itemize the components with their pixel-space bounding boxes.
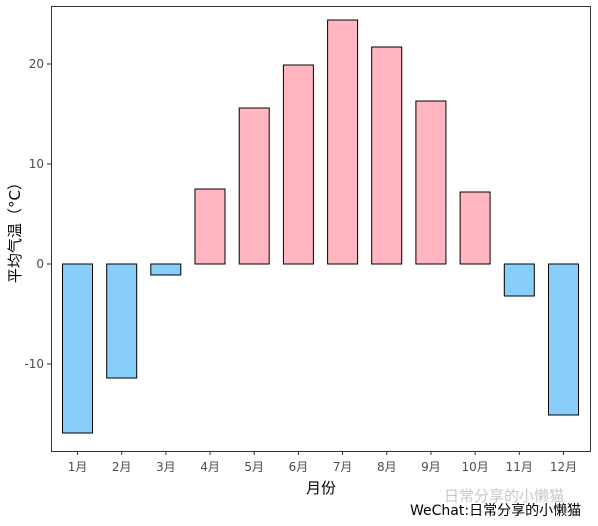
bar-11月	[503, 263, 535, 297]
bar-1月	[62, 263, 93, 434]
x-tick-label: 9月	[421, 460, 441, 474]
x-tick-label: 2月	[112, 460, 132, 474]
x-axis-ticks: 1月 2月 3月 4月 5月 6月 7月 8月 9月 10月 11月 12月	[68, 451, 577, 474]
bar-5月	[238, 107, 270, 265]
bar-3月	[150, 263, 182, 276]
bar-7月	[327, 19, 359, 265]
x-tick-label: 3月	[156, 460, 176, 474]
bar-9月	[415, 100, 447, 265]
x-axis-title: 月份	[306, 479, 336, 497]
y-tick-label: -10	[24, 357, 44, 371]
x-tick-label: 4月	[200, 460, 220, 474]
bar-2月	[106, 263, 138, 379]
x-tick-label: 6月	[289, 460, 309, 474]
x-tick-label: 11月	[506, 460, 533, 474]
y-tick-label: 10	[29, 157, 44, 171]
bar-10月	[459, 191, 491, 265]
bar-4月	[194, 188, 226, 265]
y-axis-ticks: -10 0 10 20	[24, 57, 51, 371]
bar-8月	[371, 46, 403, 265]
bar-12月	[548, 263, 579, 416]
bar-6月	[282, 64, 314, 265]
x-tick-label: 12月	[550, 460, 577, 474]
x-tick-label: 5月	[244, 460, 264, 474]
y-tick-label: 0	[36, 257, 44, 271]
x-tick-label: 7月	[333, 460, 353, 474]
bars-group	[62, 19, 579, 434]
watermark-ghost-text: 日常分享的小懒猫	[444, 487, 565, 505]
y-axis-title: 平均气温（°C）	[6, 175, 24, 283]
y-tick-label: 20	[29, 57, 44, 71]
x-tick-label: 10月	[461, 460, 488, 474]
x-tick-label: 8月	[377, 460, 397, 474]
plot-panel-border	[51, 6, 591, 452]
watermark-text: WeChat:日常分享的小懒猫	[410, 503, 582, 519]
x-tick-label: 1月	[68, 460, 88, 474]
